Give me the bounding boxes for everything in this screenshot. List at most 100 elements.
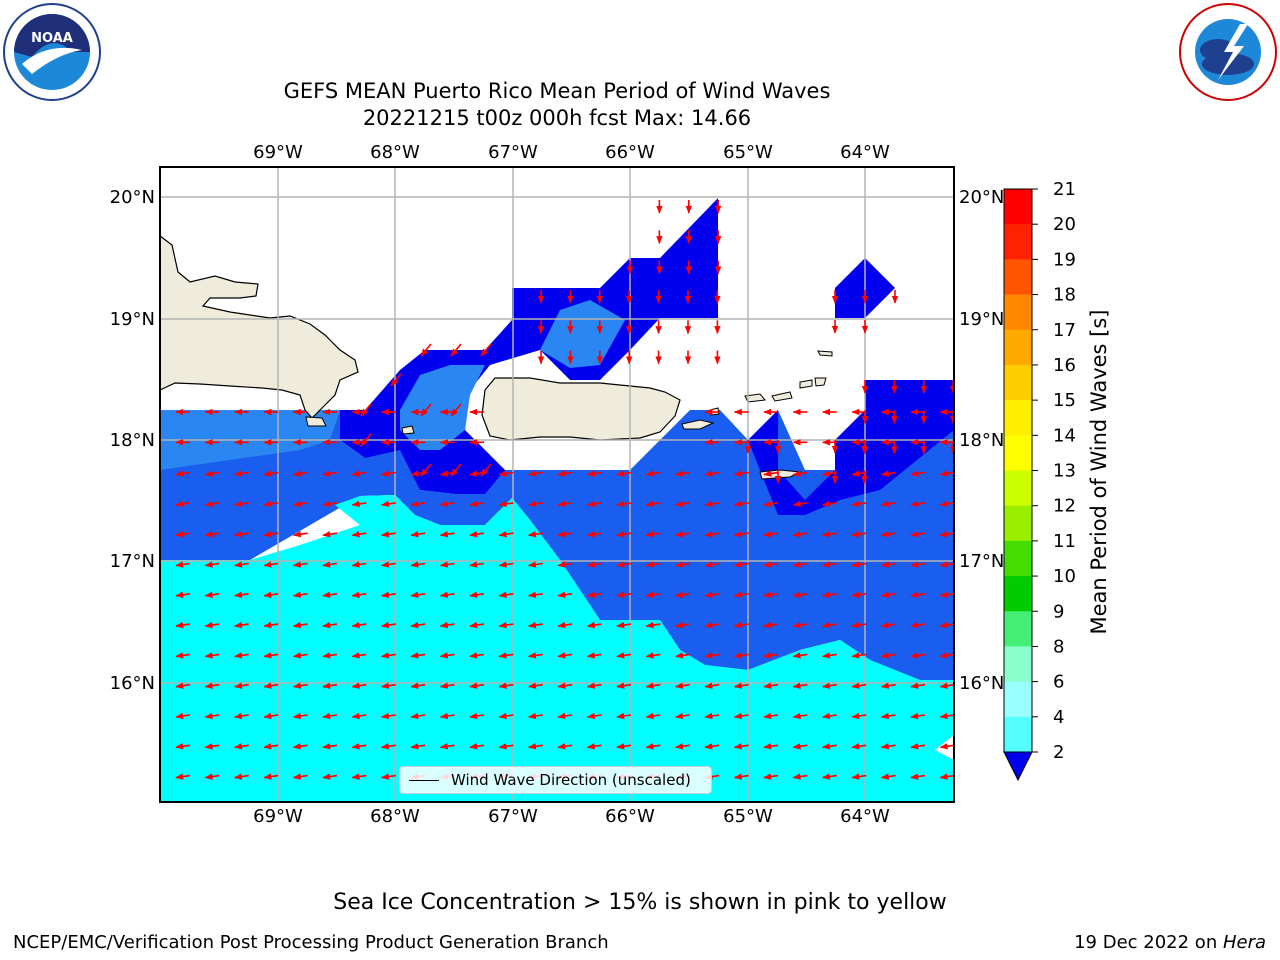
wave-arrow <box>586 743 602 750</box>
wave-arrow <box>822 682 837 689</box>
wave-arrow <box>381 591 396 598</box>
lat-label: 19°N <box>110 309 155 330</box>
wave-arrow <box>880 712 896 720</box>
wave-arrow <box>360 403 372 417</box>
wave-arrow <box>498 621 514 629</box>
wave-arrow <box>469 652 485 659</box>
wave-arrow <box>498 743 514 750</box>
wave-arrow <box>586 531 602 538</box>
wave-arrow <box>498 652 514 659</box>
colorbar-segment <box>1004 400 1032 436</box>
wave-arrow <box>204 652 220 659</box>
colorbar-tick-label: 2 <box>1053 742 1064 763</box>
wave-arrow <box>645 682 661 689</box>
wave-arrow <box>381 561 396 568</box>
colorbar-tick-label: 11 <box>1053 531 1076 552</box>
wave-arrow <box>263 773 279 780</box>
map-legend: Wind Wave Direction (unscaled) <box>399 766 712 794</box>
wave-arrow <box>410 591 426 598</box>
wave-arrow <box>586 591 602 598</box>
wave-arrow <box>880 500 896 508</box>
wave-arrow <box>675 500 690 508</box>
wave-arrow <box>557 470 573 477</box>
colorbar-segment <box>1004 259 1032 296</box>
wave-arrow <box>498 561 514 568</box>
legend-label: Wind Wave Direction (unscaled) <box>451 771 691 789</box>
map-frame <box>159 166 955 803</box>
wave-arrow <box>910 470 926 477</box>
wave-arrow <box>439 561 455 568</box>
wave-arrow <box>439 712 455 720</box>
graticule <box>160 167 954 802</box>
wave-arrow <box>851 561 867 568</box>
vieques-island <box>681 419 715 430</box>
colorbar-segment <box>1004 681 1032 718</box>
colorbar-tick-label: 10 <box>1053 566 1076 587</box>
wave-arrow <box>292 712 308 720</box>
wave-arrow <box>175 531 191 538</box>
wave-arrow <box>822 531 837 538</box>
wave-arrow <box>420 463 432 477</box>
wave-arrow <box>880 652 896 659</box>
wave-arrow <box>939 621 954 629</box>
wave-arrow <box>645 712 661 720</box>
wave-arrow <box>381 621 396 629</box>
wave-arrow <box>450 403 462 417</box>
wave-arrow <box>322 561 338 568</box>
wave-arrow <box>204 773 220 780</box>
wave-arrow <box>910 621 926 629</box>
lon-label: 64°W <box>840 142 890 163</box>
wave-arrow <box>204 470 220 477</box>
wave-arrow <box>381 682 396 689</box>
colorbar-tick-label: 21 <box>1053 179 1076 200</box>
wave-arrow <box>763 712 779 720</box>
wave-arrow <box>792 743 808 750</box>
wave-arrow <box>234 682 249 689</box>
wave-arrow <box>234 652 249 659</box>
wave-arrow <box>381 531 396 538</box>
wave-arrow <box>351 500 367 508</box>
wave-arrow <box>616 500 632 508</box>
wave-arrow <box>763 773 779 780</box>
colorbar-segment <box>1004 716 1032 753</box>
wave-arrow <box>939 531 954 538</box>
wave-arrow <box>381 712 396 720</box>
wave-arrow <box>792 682 808 689</box>
wave-arrow <box>586 712 602 720</box>
wave-arrow <box>910 712 926 720</box>
mid-blue-region-west <box>400 365 485 450</box>
wave-arrow <box>675 531 690 538</box>
wave-arrow <box>586 470 602 477</box>
wave-arrow <box>234 500 249 508</box>
wave-arrow <box>439 652 455 659</box>
wave-arrow <box>439 682 455 689</box>
wave-arrow <box>263 743 279 750</box>
wave-arrow <box>880 773 896 780</box>
wave-arrow <box>204 712 220 720</box>
wave-arrow <box>851 652 867 659</box>
wave-arrow <box>263 621 279 629</box>
wave-arrow <box>322 743 338 750</box>
wave-arrow <box>204 682 220 689</box>
wave-arrow <box>851 773 867 780</box>
wave-arrow <box>586 500 602 508</box>
wave-arrow <box>292 621 308 629</box>
wave-arrow <box>263 500 279 508</box>
lat-label: 20°N <box>959 187 1004 208</box>
wave-arrow <box>733 621 749 629</box>
footer-credit: NCEP/EMC/Verification Post Processing Pr… <box>13 932 609 953</box>
colorbar-tick-label: 13 <box>1053 461 1076 482</box>
wave-arrow <box>822 561 837 568</box>
wave-arrow <box>410 621 426 629</box>
wave-arrow <box>675 712 690 720</box>
wave-arrow <box>351 682 367 689</box>
wave-arrow <box>910 743 926 750</box>
wave-arrow <box>360 433 372 447</box>
wave-arrow <box>498 591 514 598</box>
wave-arrow <box>675 621 690 629</box>
wave-arrow <box>175 682 191 689</box>
wave-arrow <box>528 531 543 538</box>
wave-arrow <box>292 500 308 508</box>
wave-arrow <box>939 743 954 750</box>
wave-arrow <box>851 621 867 629</box>
